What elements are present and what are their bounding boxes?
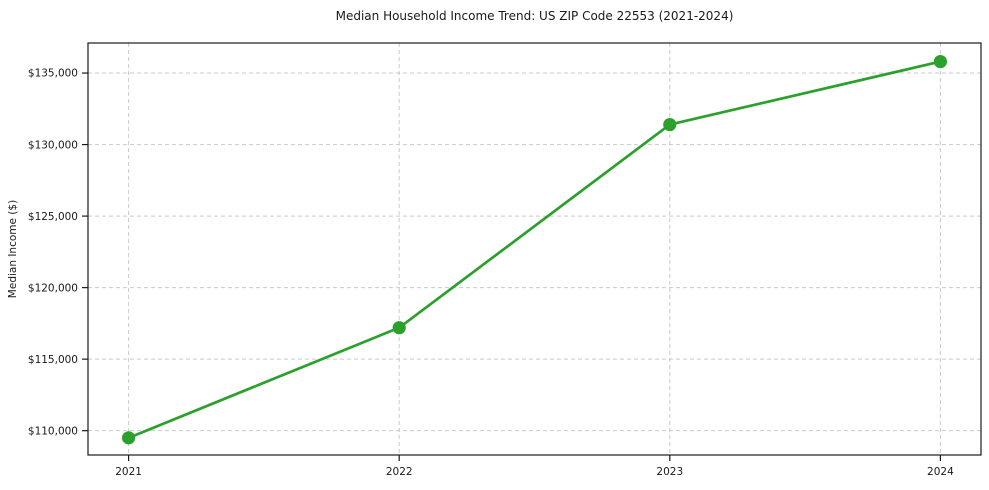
chart-title: Median Household Income Trend: US ZIP Co… <box>335 9 734 23</box>
data-point-marker <box>933 54 948 69</box>
y-tick-label: $110,000 <box>28 425 78 437</box>
x-tick-label: 2021 <box>115 466 142 478</box>
y-axis-label: Median Income ($) <box>7 199 19 299</box>
trend-line <box>127 60 942 440</box>
y-tick-label: $120,000 <box>28 282 78 294</box>
data-point-marker <box>121 431 136 445</box>
x-tick-label: 2024 <box>927 466 954 478</box>
y-tick-label: $115,000 <box>28 354 78 366</box>
x-tick-label: 2023 <box>656 466 683 478</box>
y-tick-label: $135,000 <box>28 68 78 80</box>
x-tick-label: 2022 <box>386 466 413 478</box>
y-tick-label: $125,000 <box>28 211 78 223</box>
plot-border <box>87 42 982 456</box>
data-point-marker <box>663 117 677 132</box>
y-tick-label: $130,000 <box>28 139 78 151</box>
data-point-marker <box>392 321 406 335</box>
